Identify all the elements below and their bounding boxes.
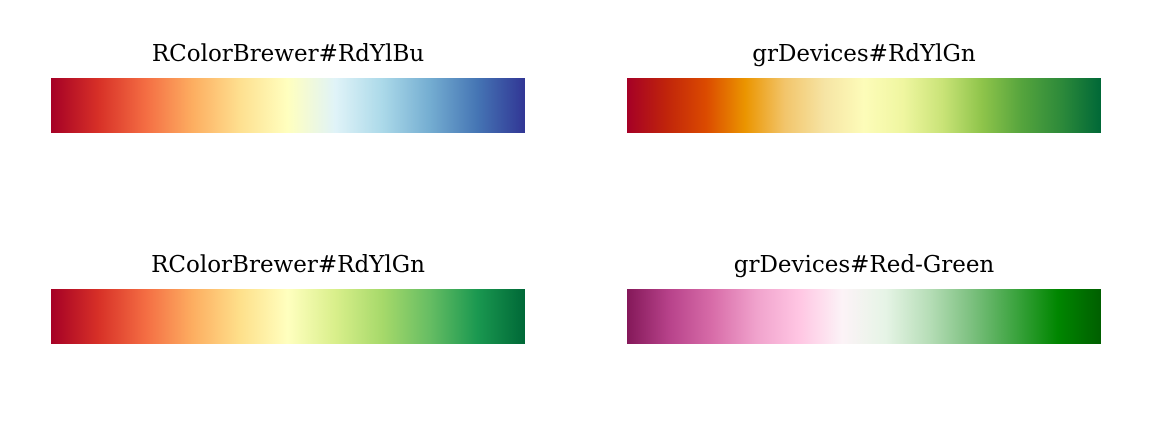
colormap-gradient-bar: [51, 289, 525, 344]
colormap-title: RColorBrewer#RdYlGn: [151, 252, 425, 278]
colormap-title: grDevices#RdYlGn: [752, 41, 976, 67]
colormap-panel-rdylbu-brewer: RColorBrewer#RdYlBu: [51, 38, 525, 148]
colormap-title: RColorBrewer#RdYlBu: [151, 41, 425, 67]
colormap-title: grDevices#Red-Green: [733, 252, 995, 278]
colormap-gradient-bar: [627, 289, 1101, 344]
colormap-panel-rdylgn-brewer: RColorBrewer#RdYlGn: [51, 249, 525, 359]
colormap-panel-rdylgn-grdevices: grDevices#RdYlGn: [627, 38, 1101, 148]
colormap-panel-red-green-grdevices: grDevices#Red-Green: [627, 249, 1101, 359]
colormap-gradient-bar: [51, 78, 525, 133]
colormap-gradient-bar: [627, 78, 1101, 133]
